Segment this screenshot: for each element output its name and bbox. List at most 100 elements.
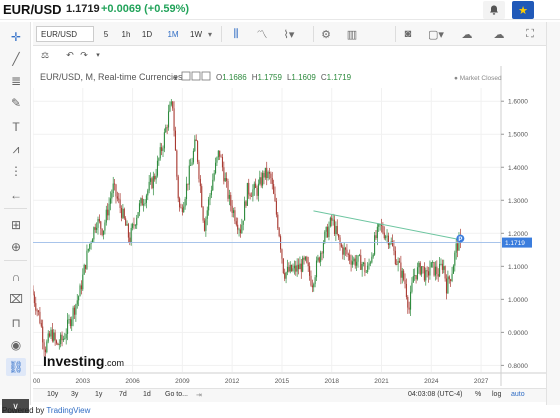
candle-body — [238, 229, 240, 231]
cloud-load-icon[interactable]: ☁ — [461, 28, 473, 41]
candle-body — [76, 300, 78, 305]
tradingview-link[interactable]: TradingView — [46, 406, 91, 415]
candle-body — [36, 310, 38, 312]
candle-body — [362, 262, 365, 265]
candle-body — [303, 257, 305, 260]
candle-body — [213, 173, 215, 180]
range-7d[interactable]: 7d — [119, 391, 127, 398]
candle-body — [50, 329, 52, 337]
collapse-toolbar-icon[interactable]: ∨ — [2, 399, 29, 413]
eye-icon[interactable]: ◉ — [10, 338, 22, 352]
range-1d[interactable]: 1d — [143, 391, 151, 398]
candle-body — [159, 147, 161, 159]
compare-icon[interactable]: 〽 — [256, 29, 268, 41]
templates-icon[interactable]: ▥ — [346, 28, 358, 41]
quote-header: EUR/USD 1.1719 +0.0069 (+0.59%) ★ — [0, 0, 560, 20]
legend-c-label: C — [321, 73, 327, 82]
star-icon[interactable]: ★ — [512, 1, 534, 19]
symbol-search-input[interactable]: EUR/USD — [36, 26, 94, 42]
lock-icon[interactable]: ⊓ — [11, 316, 21, 330]
candle-body — [432, 262, 434, 263]
range-3y[interactable]: 3y — [71, 391, 79, 398]
candle-body — [184, 199, 186, 207]
candle-body — [60, 334, 62, 345]
text-icon[interactable]: T — [12, 120, 20, 134]
candle-body — [320, 252, 322, 262]
lines-icon[interactable]: ≣ — [10, 74, 22, 88]
candle-body — [67, 319, 69, 334]
pattern-icon[interactable]: ⩘ — [12, 141, 20, 156]
candle-body — [332, 219, 334, 221]
interval-1w[interactable]: 1W — [190, 29, 202, 39]
zoom-in-icon[interactable]: ⊕ — [10, 240, 22, 254]
y-tick-label: 1.3000 — [508, 198, 528, 205]
interval-1d[interactable]: 1D — [141, 29, 153, 39]
candle-body — [206, 210, 208, 219]
last-price-label: 1.1719 — [505, 240, 525, 247]
candle-body — [126, 224, 128, 226]
candle-body — [436, 266, 438, 275]
projection-icon[interactable]: ⋮ — [10, 164, 22, 178]
candle-body — [291, 265, 293, 271]
range-1y[interactable]: 1y — [95, 391, 103, 398]
bell-plus-icon[interactable] — [483, 1, 505, 19]
candle-body — [437, 274, 439, 277]
range-10y[interactable]: 10y — [47, 391, 59, 398]
interval-1h[interactable]: 1h — [121, 29, 131, 39]
goto-button[interactable]: Go to... — [165, 391, 188, 398]
candle-body — [292, 268, 294, 271]
arrow-icon[interactable]: ← — [10, 188, 22, 202]
candle-body — [61, 334, 63, 341]
candle-body — [192, 150, 194, 163]
legend-dropdown-icon[interactable]: ▾ — [174, 75, 178, 82]
camera-icon[interactable]: ◙ — [404, 28, 412, 40]
link-icon[interactable]: ⛓ — [6, 358, 26, 376]
layout-icon[interactable]: ▢▾ — [428, 28, 444, 41]
interval-1m[interactable]: 1M — [167, 29, 179, 39]
candle-body — [317, 257, 319, 261]
goto-icon[interactable]: ⇥ — [196, 392, 202, 399]
candle-body — [43, 342, 45, 350]
interval-5[interactable]: 5 — [103, 29, 109, 39]
settings-gear-icon[interactable]: ⚙ — [321, 28, 331, 41]
candle-body — [259, 177, 261, 184]
interval-dropdown-icon[interactable]: ▾ — [207, 29, 212, 39]
brush-icon[interactable]: ✎ — [10, 96, 22, 110]
fullscreen-icon[interactable]: ⛶ — [526, 27, 534, 40]
candle-body — [156, 160, 159, 176]
undo-icon[interactable]: ↶ — [66, 49, 74, 60]
candle-body — [208, 199, 210, 211]
cloud-save-icon[interactable]: ☁ — [493, 28, 505, 41]
candle-body — [385, 236, 387, 239]
legend-close: 1.1719 — [327, 73, 352, 82]
candle-body — [318, 257, 320, 262]
legend-buttons[interactable] — [181, 71, 211, 81]
candle-body — [396, 264, 398, 265]
candle-body — [90, 242, 92, 245]
redo-icon[interactable]: ↷ — [80, 49, 88, 60]
candle-body — [286, 266, 289, 273]
indicators-icon[interactable]: ⌇▾ — [283, 28, 295, 41]
percent-scale-toggle[interactable]: % — [475, 391, 482, 398]
history-dropdown-icon[interactable]: ▾ — [96, 52, 100, 59]
measure-icon[interactable]: ⊞ — [10, 218, 22, 232]
log-scale-toggle[interactable]: log — [492, 391, 502, 398]
magnet-icon[interactable]: ∩ — [11, 270, 21, 284]
chart-area[interactable]: 1.1719 P 1.6000 1.5000 1.4000 1.3000 1.2000 1.… — [26, 66, 546, 386]
crosshair-icon[interactable]: ✛ — [10, 30, 22, 44]
candle-body — [273, 184, 275, 194]
candle-body — [181, 207, 183, 213]
x-tick-label: 2027 — [474, 378, 489, 385]
legend-open: 1.1686 — [222, 73, 247, 82]
x-tick-label: 2012 — [225, 378, 240, 385]
candle-body — [33, 294, 35, 304]
auto-scale-toggle[interactable]: auto — [511, 391, 525, 398]
scale-icon[interactable]: ⚖ — [40, 49, 50, 60]
lock-drawing-icon[interactable]: ⌧ — [9, 292, 23, 306]
trend-line-icon[interactable]: ╱ — [12, 52, 20, 66]
candle-body — [39, 311, 41, 324]
candle-body — [138, 203, 141, 213]
candle-body — [427, 271, 430, 276]
candles-icon[interactable]: ⫼ — [233, 27, 239, 40]
